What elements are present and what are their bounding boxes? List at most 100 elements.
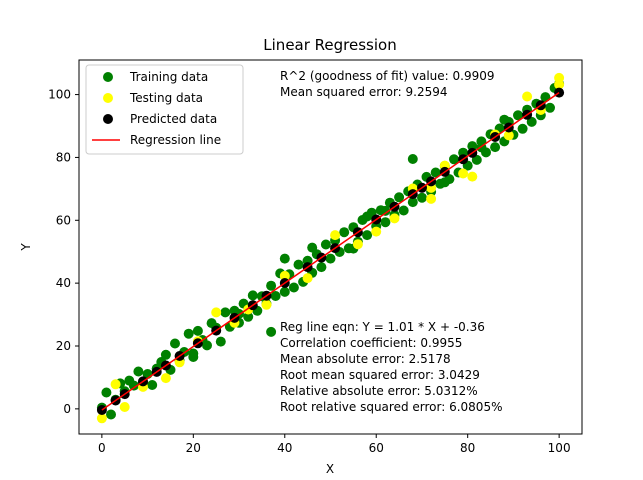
- point-testing-data-1: [110, 379, 121, 390]
- y-tick-label-0: 0: [63, 402, 71, 416]
- point-training-data-77: [449, 154, 459, 165]
- point-training-data-107: [188, 352, 199, 362]
- y-axis: 0 20 40 60 80 100: [48, 88, 79, 416]
- x-tick-label-80: 80: [460, 441, 475, 455]
- point-testing-data-19: [458, 168, 469, 179]
- point-training-data-108: [380, 205, 391, 216]
- r-squared-text: R^2 (goodness of fit) value: 0.9909: [280, 69, 495, 83]
- legend-marker-testing: [103, 93, 113, 103]
- point-training-data-14: [160, 349, 171, 360]
- point-testing-data-2: [119, 402, 130, 412]
- point-training-data-91: [513, 110, 523, 121]
- legend-label-predicted: Predicted data: [130, 112, 217, 126]
- point-training-data-103: [407, 154, 418, 164]
- x-tick-label-20: 20: [186, 441, 201, 455]
- point-training-data-32: [243, 311, 254, 322]
- point-training-data-66: [398, 205, 409, 216]
- point-testing-data-22: [503, 130, 514, 141]
- y-tick-label-40: 40: [56, 276, 71, 290]
- point-testing-data-11: [302, 273, 313, 284]
- legend-label-regression: Regression line: [130, 133, 221, 147]
- legend-label-testing: Testing data: [129, 91, 203, 105]
- point-training-data-21: [192, 325, 203, 336]
- y-tick-label-80: 80: [56, 150, 71, 164]
- point-training-data-2: [106, 409, 116, 420]
- legend: Training data Testing data Predicted dat…: [85, 64, 244, 155]
- point-testing-data-7: [211, 307, 222, 318]
- point-training-data-16: [170, 338, 180, 349]
- x-tick-label-40: 40: [277, 441, 292, 455]
- point-testing-data-4: [160, 373, 171, 384]
- y-tick-label-20: 20: [56, 339, 71, 353]
- point-training-data-23: [202, 340, 212, 351]
- x-tick-label-60: 60: [369, 441, 384, 455]
- point-testing-data-13: [352, 239, 363, 250]
- mse-text: Mean squared error: 9.2594: [280, 85, 448, 99]
- rmse-text: Root mean squared error: 3.0429: [280, 368, 480, 382]
- point-testing-data-26: [554, 79, 565, 90]
- point-training-data-42: [288, 282, 299, 293]
- point-training-data-38: [270, 291, 281, 301]
- regression-line: [101, 91, 560, 411]
- correlation-text: Correlation coefficient: 0.9955: [280, 336, 462, 350]
- point-training-data-73: [430, 167, 441, 178]
- point-training-data-102: [307, 242, 318, 253]
- point-training-data-68: [407, 197, 418, 208]
- x-tick-label-0: 0: [98, 441, 106, 455]
- point-testing-data-0: [96, 413, 107, 424]
- point-training-data-7: [128, 380, 139, 391]
- point-training-data-110: [499, 114, 510, 125]
- point-training-data-65: [394, 192, 405, 203]
- x-tick-label-100: 100: [548, 441, 571, 455]
- point-training-data-101: [279, 253, 290, 264]
- point-training-data-62: [380, 217, 391, 228]
- point-training-data-70: [417, 192, 427, 203]
- point-testing-data-20: [467, 171, 478, 182]
- point-training-data-1: [101, 387, 112, 398]
- point-testing-data-14: [371, 226, 382, 237]
- point-training-data-43: [293, 259, 304, 270]
- point-training-data-58: [362, 230, 373, 241]
- point-training-data-26: [215, 336, 226, 347]
- y-axis-label: Y: [19, 243, 33, 252]
- point-training-data-33: [247, 290, 258, 301]
- point-training-data-53: [339, 227, 350, 238]
- y-tick-label-100: 100: [48, 88, 71, 102]
- x-axis-label: X: [326, 462, 334, 476]
- point-training-data-104: [266, 326, 277, 337]
- x-axis: 0 20 40 60 80 100: [98, 434, 571, 455]
- point-testing-data-9: [261, 299, 272, 310]
- stats-top: R^2 (goodness of fit) value: 0.9909 Mean…: [280, 69, 495, 99]
- plot-content: [96, 72, 565, 424]
- legend-label-training: Training data: [129, 70, 208, 84]
- point-training-data-27: [220, 307, 231, 318]
- point-training-data-94: [526, 116, 537, 127]
- point-training-data-50: [325, 253, 336, 264]
- point-training-data-112: [362, 211, 373, 222]
- y-tick-label-60: 60: [56, 213, 71, 227]
- point-training-data-19: [183, 328, 194, 339]
- legend-marker-training: [103, 72, 113, 82]
- chart-title: Linear Regression: [263, 36, 396, 54]
- point-testing-data-15: [389, 213, 400, 224]
- rrse-text: Root relative squared error: 6.0805%: [280, 400, 502, 414]
- legend-box: [85, 64, 244, 155]
- point-training-data-98: [545, 102, 555, 113]
- point-testing-data-23: [522, 91, 533, 102]
- plot-frame: [78, 59, 583, 435]
- reg-equation-text: Reg line eqn: Y = 1.01 * X + -0.36: [280, 320, 485, 334]
- point-testing-data-10: [279, 270, 290, 281]
- point-testing-data-12: [330, 230, 341, 241]
- point-training-data-37: [266, 280, 277, 291]
- legend-marker-predicted: [103, 114, 113, 124]
- point-training-data-8: [133, 366, 144, 377]
- stats-bottom: Reg line eqn: Y = 1.01 * X + -0.36 Corre…: [280, 320, 502, 414]
- point-training-data-86: [490, 142, 501, 153]
- point-training-data-40: [279, 286, 290, 297]
- point-testing-data-17: [426, 193, 437, 204]
- point-training-data-111: [439, 177, 450, 188]
- mae-text: Mean absolute error: 2.5178: [280, 352, 451, 366]
- rae-text: Relative absolute error: 5.0312%: [280, 384, 478, 398]
- point-training-data-49: [320, 239, 331, 250]
